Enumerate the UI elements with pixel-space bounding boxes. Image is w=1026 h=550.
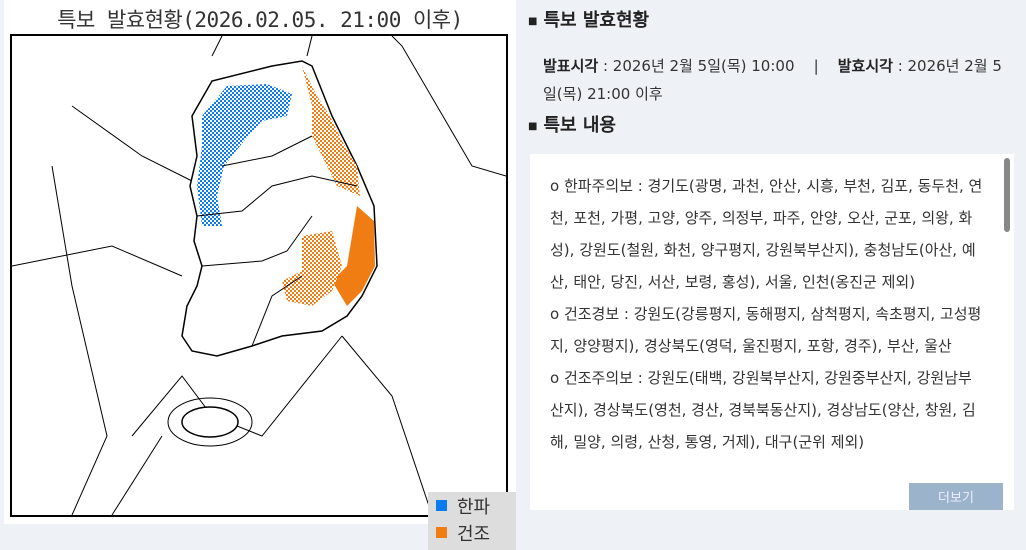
content-heading: ■ 특보 내용 bbox=[528, 111, 616, 137]
separator: | bbox=[813, 57, 819, 75]
legend-label: 건조 bbox=[457, 523, 491, 545]
warning-item: o 건조경보 : 강원도(강릉평지, 동해평지, 삼척평지, 속초평지, 고성평… bbox=[550, 305, 982, 355]
square-bullet-icon: ■ bbox=[528, 15, 538, 27]
content-heading-text: 특보 내용 bbox=[543, 115, 616, 136]
dry-warning-north bbox=[302, 66, 360, 196]
warning-map-panel: 특보 발효현황(2026.02.05. 21:00 이후) bbox=[4, 0, 516, 550]
cold-wave-area bbox=[197, 84, 292, 226]
map-legend: 한파 건조 bbox=[428, 492, 516, 550]
legend-cold-wave: 한파 bbox=[428, 492, 516, 519]
scrollbar[interactable] bbox=[1004, 158, 1010, 232]
legend-label: 한파 bbox=[457, 496, 491, 518]
map-title: 특보 발효현황(2026.02.05. 21:00 이후) bbox=[57, 8, 463, 32]
legend-dry: 건조 bbox=[428, 519, 516, 546]
status-info: 발표시각 : 2026년 2월 5일(목) 10:00 | 발효시각 : 202… bbox=[543, 52, 1013, 108]
warning-map: 한파 건조 bbox=[10, 34, 516, 550]
warning-content-box: o 한파주의보 : 경기도(광명, 과천, 안산, 시흥, 부천, 김포, 동두… bbox=[530, 154, 1014, 510]
effective-value: : 2026년 2월 5일(목) 21:00 이후 bbox=[543, 57, 1002, 103]
status-heading-text: 특보 발효현황 bbox=[543, 10, 650, 31]
orange-swatch-icon bbox=[436, 527, 447, 538]
warning-item: o 한파주의보 : 경기도(광명, 과천, 안산, 시흥, 부천, 김포, 동두… bbox=[550, 177, 983, 291]
blue-swatch-icon bbox=[436, 500, 447, 511]
issued-value: : 2026년 2월 5일(목) 10:00 bbox=[598, 57, 795, 75]
issued-label: 발표시각 bbox=[543, 57, 599, 75]
dry-advisory bbox=[282, 231, 342, 306]
jeju-island bbox=[181, 406, 239, 438]
korea-map bbox=[11, 35, 507, 516]
warning-item: o 건조주의보 : 강원도(태백, 강원북부산지, 강원중부산지, 강원남부산지… bbox=[550, 369, 976, 451]
status-heading: ■ 특보 발효현황 bbox=[528, 6, 649, 32]
more-button[interactable]: 더보기 bbox=[909, 483, 1003, 510]
square-bullet-icon: ■ bbox=[528, 120, 538, 132]
effective-label: 발효시각 bbox=[837, 57, 893, 75]
dry-warning-southeast bbox=[332, 206, 375, 306]
